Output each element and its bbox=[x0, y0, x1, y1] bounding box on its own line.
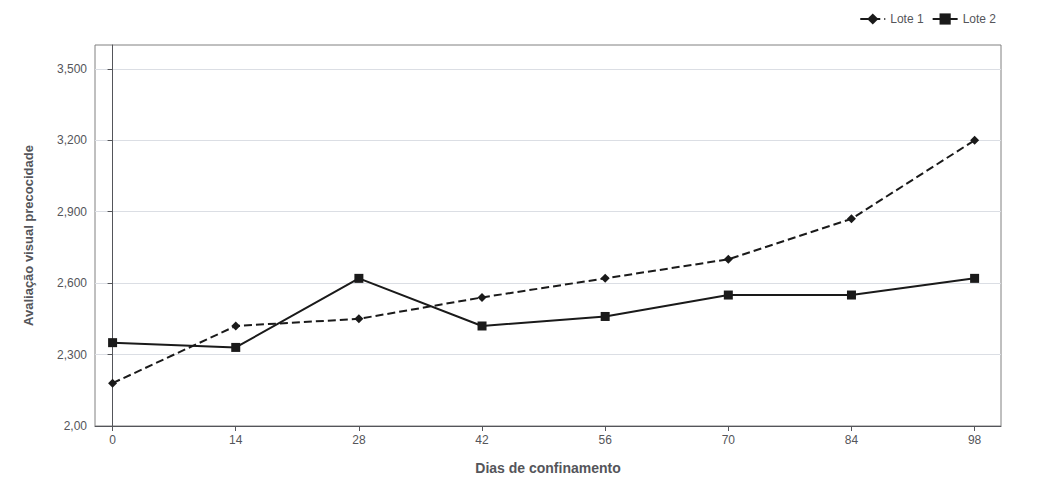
svg-text:2,600: 2,600 bbox=[57, 276, 87, 290]
svg-text:98: 98 bbox=[968, 433, 982, 447]
svg-text:56: 56 bbox=[598, 433, 612, 447]
svg-text:2,300: 2,300 bbox=[57, 348, 87, 362]
svg-text:Avaliação visual precocidade: Avaliação visual precocidade bbox=[21, 145, 36, 326]
svg-text:Lote 2: Lote 2 bbox=[963, 12, 997, 26]
svg-text:Dias de confinamento: Dias de confinamento bbox=[475, 460, 620, 476]
svg-text:42: 42 bbox=[475, 433, 489, 447]
svg-text:84: 84 bbox=[845, 433, 859, 447]
svg-text:2,00: 2,00 bbox=[64, 419, 88, 433]
svg-text:3,500: 3,500 bbox=[57, 62, 87, 76]
svg-text:3,200: 3,200 bbox=[57, 133, 87, 147]
svg-text:Lote 1: Lote 1 bbox=[890, 12, 924, 26]
svg-text:0: 0 bbox=[109, 433, 116, 447]
svg-text:28: 28 bbox=[352, 433, 366, 447]
svg-text:14: 14 bbox=[229, 433, 243, 447]
svg-text:70: 70 bbox=[722, 433, 736, 447]
svg-text:2,900: 2,900 bbox=[57, 205, 87, 219]
